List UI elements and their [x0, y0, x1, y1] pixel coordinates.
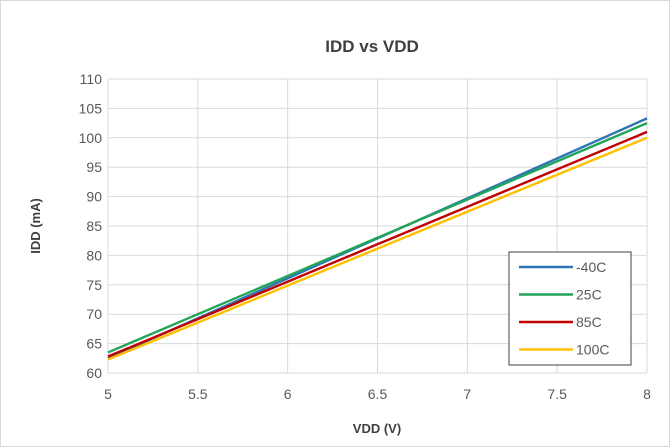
x-tick-label: 7.5 — [547, 386, 567, 402]
gridlines — [107, 78, 648, 374]
x-tick-label: 8 — [643, 386, 651, 402]
y-tick-label: 95 — [86, 159, 102, 175]
legend-label: -40C — [576, 259, 606, 275]
y-axis-title: IDD (mA) — [28, 198, 43, 254]
x-tick-label: 6 — [284, 386, 292, 402]
x-tick-label: 6.5 — [368, 386, 388, 402]
y-tick-label: 110 — [80, 71, 103, 87]
series-line-2 — [107, 130, 648, 358]
legend-label: 85C — [576, 314, 602, 330]
legend: -40C 25C 85C 100C — [508, 251, 632, 366]
y-tick-label: 65 — [86, 336, 102, 352]
y-tick-label: 75 — [86, 277, 102, 293]
y-tick-label: 60 — [86, 365, 102, 381]
series-line-1 — [107, 121, 648, 354]
y-tick-label: 105 — [79, 100, 103, 116]
legend-label: 100C — [576, 342, 609, 358]
y-tick-label: 85 — [86, 218, 102, 234]
tick-labels: 60 65 70 75 80 85 90 95 100 105 110 5 5.5 6 6.5 7 7.5 8 — [79, 71, 651, 402]
series-line-3 — [107, 136, 648, 361]
legend-label: 25C — [576, 287, 602, 303]
y-tick-label: 70 — [86, 306, 102, 322]
chart-title: IDD vs VDD — [325, 37, 419, 56]
x-axis-title: VDD (V) — [353, 421, 401, 436]
y-tick-label: 90 — [86, 189, 102, 205]
y-tick-label: 100 — [79, 130, 103, 146]
legend-box — [508, 251, 632, 366]
series-lines — [107, 117, 648, 361]
y-tick-label: 80 — [86, 247, 102, 263]
x-tick-label: 5 — [104, 386, 112, 402]
x-tick-label: 5.5 — [188, 386, 208, 402]
x-tick-label: 7 — [463, 386, 471, 402]
